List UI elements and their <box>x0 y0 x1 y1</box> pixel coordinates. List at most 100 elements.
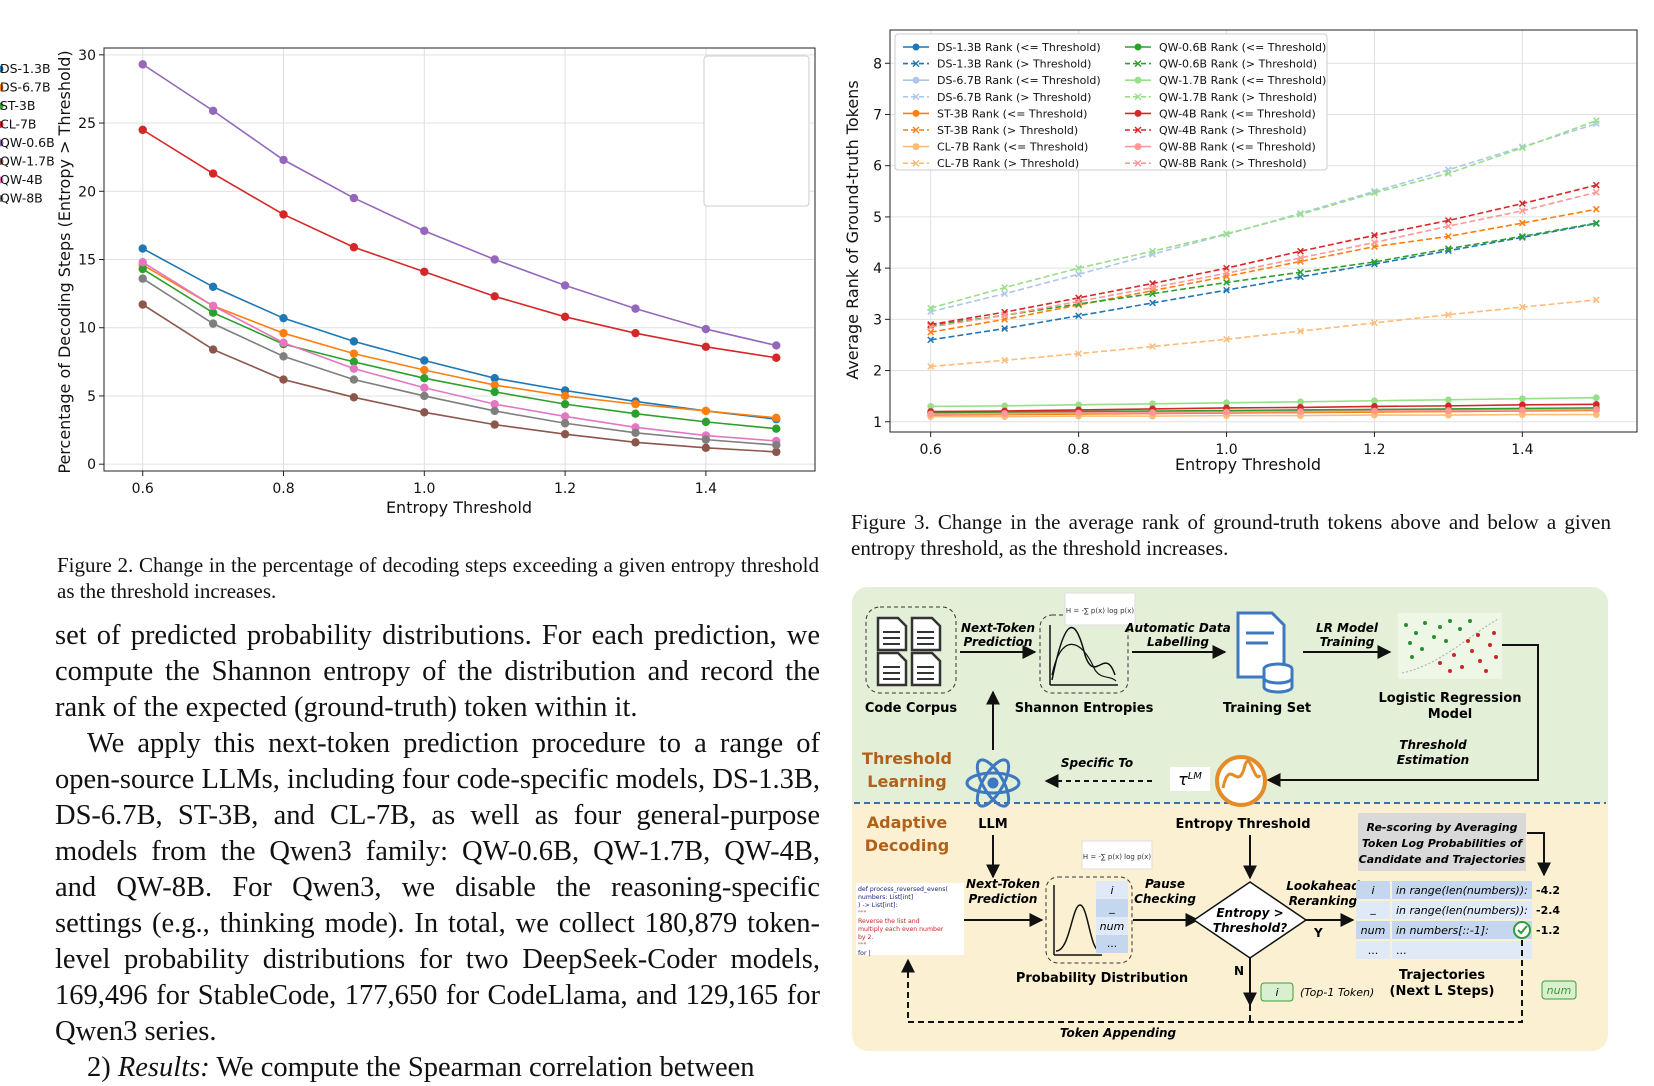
data-point <box>490 255 499 264</box>
data-point <box>701 417 711 427</box>
code-line: Reverse the list and <box>858 918 920 925</box>
legend-item: DS-1.3B Rank (<= Threshold) <box>903 41 1101 54</box>
legend-item: CL-7B <box>0 117 37 132</box>
legend-item: DS-6.7B <box>0 80 51 95</box>
paragraph-3-text: We compute the Spearman correlation betw… <box>209 1052 755 1083</box>
legend-label: QW-4B Rank (<= Threshold) <box>1159 107 1316 120</box>
legend-item: QW-1.7B <box>0 154 55 169</box>
data-point <box>701 406 711 416</box>
paragraph-1: set of predicted probability distributio… <box>55 620 820 723</box>
x-tick-label: 0.6 <box>920 442 942 458</box>
logistic-regression-label: Logistic Regression <box>1378 691 1521 706</box>
trajectories-label-2: (Next L Steps) <box>1390 984 1495 999</box>
series-qw-0-6b <box>138 60 781 350</box>
y-tick-label: 5 <box>873 210 882 226</box>
series-line <box>142 268 777 430</box>
data-point <box>349 393 359 402</box>
data-point <box>1001 311 1009 319</box>
data-point <box>631 399 640 409</box>
data-point <box>1297 210 1304 218</box>
next-token-prediction-label-4: Prediction <box>969 892 1038 906</box>
data-point <box>1444 169 1452 177</box>
y-tick-label: 10 <box>78 321 96 337</box>
legend-item: ST-3B Rank (> Threshold) <box>903 124 1078 137</box>
code-line: by 2. <box>858 934 873 941</box>
series-line <box>142 247 777 420</box>
series-qw-8b-rank-threshold- <box>927 406 1600 418</box>
y-tick-label: 4 <box>873 261 882 277</box>
data-point <box>927 336 935 344</box>
legend-label: QW-4B <box>0 172 43 187</box>
data-point <box>560 429 570 439</box>
legend-swatch-marker <box>0 121 4 128</box>
data-point <box>420 374 429 383</box>
fig2-series <box>138 60 781 457</box>
data-point <box>1592 394 1600 402</box>
y-tick-label: 1 <box>873 415 882 431</box>
rescoring-label-3: Candidate and Trajectories <box>1359 853 1526 866</box>
paragraph-2: We apply this next-token prediction proc… <box>55 728 820 1047</box>
data-point <box>349 193 359 203</box>
data-point <box>1518 395 1526 403</box>
data-point <box>490 374 499 383</box>
data-point <box>208 106 218 115</box>
legend-item: CL-7B Rank (> Threshold) <box>903 157 1079 170</box>
adaptive-decoding-heading: Adaptive <box>867 813 948 832</box>
data-point <box>1518 401 1526 409</box>
data-point <box>560 412 570 421</box>
rescoring-label: Re-scoring by Averaging <box>1367 821 1518 834</box>
data-point <box>1592 406 1600 413</box>
data-point <box>1223 286 1230 294</box>
body-text: set of predicted probability distributio… <box>55 618 820 1086</box>
legend-item: QW-4B Rank (<= Threshold) <box>1125 107 1316 120</box>
legend-item: QW-0.6B Rank (<= Threshold) <box>1125 41 1326 54</box>
data-point <box>420 383 429 392</box>
data-point <box>279 155 288 165</box>
code-snippet-box <box>856 883 964 955</box>
traj-line-1: in range(len(numbers)): <box>1396 884 1528 897</box>
code-corpus-label: Code Corpus <box>865 701 958 716</box>
data-point <box>1371 319 1378 327</box>
arrow-token-appending <box>901 940 1523 1023</box>
data-point <box>772 341 781 350</box>
data-point <box>1001 290 1009 298</box>
data-point <box>1297 254 1304 262</box>
rescoring-box <box>1358 813 1526 871</box>
series-line <box>930 208 1597 333</box>
data-point <box>1223 335 1230 343</box>
data-point <box>490 399 499 409</box>
figure-2-chart: 0 5 10 15 20 25 30 0.6 0.8 1.0 1.2 1.4 Entropy Thr… <box>0 47 816 517</box>
data-point <box>1001 410 1009 417</box>
data-point <box>1592 205 1600 213</box>
data-point <box>1001 325 1009 332</box>
data-point <box>138 264 147 274</box>
series-line <box>930 119 1597 309</box>
data-point <box>208 308 218 317</box>
threshold-estimation-label: Threshold <box>1399 738 1467 752</box>
token-appending-label: Token Appending <box>1060 1026 1177 1040</box>
legend-item: ST-3B Rank (<= Threshold) <box>903 107 1087 120</box>
legend-item: QW-0.6B <box>0 135 55 150</box>
data-point <box>1075 270 1083 278</box>
data-point <box>138 60 147 69</box>
shannon-entropy-plot-icon <box>1039 592 1136 694</box>
series-line <box>930 191 1597 328</box>
legend-label: DS-1.3B <box>0 61 51 76</box>
series-qw-4b-rank-threshold- <box>927 181 1600 328</box>
legend-swatch-marker <box>912 143 920 151</box>
fig3-x-ticks: 0.6 0.8 1.0 1.2 1.4 <box>920 432 1534 458</box>
data-point <box>490 420 499 429</box>
data-point <box>1371 239 1378 246</box>
y-tick-label: 2 <box>873 364 882 380</box>
data-point <box>1149 299 1156 307</box>
fig2-x-ticks: 0.6 0.8 1.0 1.2 1.4 <box>132 471 717 497</box>
entropy-threshold-label: Entropy Threshold <box>1175 817 1310 832</box>
legend-swatch-marker <box>912 159 920 167</box>
decision-label: Entropy > <box>1216 906 1283 920</box>
data-point <box>1149 343 1156 350</box>
data-point <box>1371 231 1378 239</box>
legend-swatch-marker <box>0 195 4 202</box>
series-line <box>142 277 777 446</box>
data-point <box>208 282 218 291</box>
data-point <box>1445 407 1452 414</box>
